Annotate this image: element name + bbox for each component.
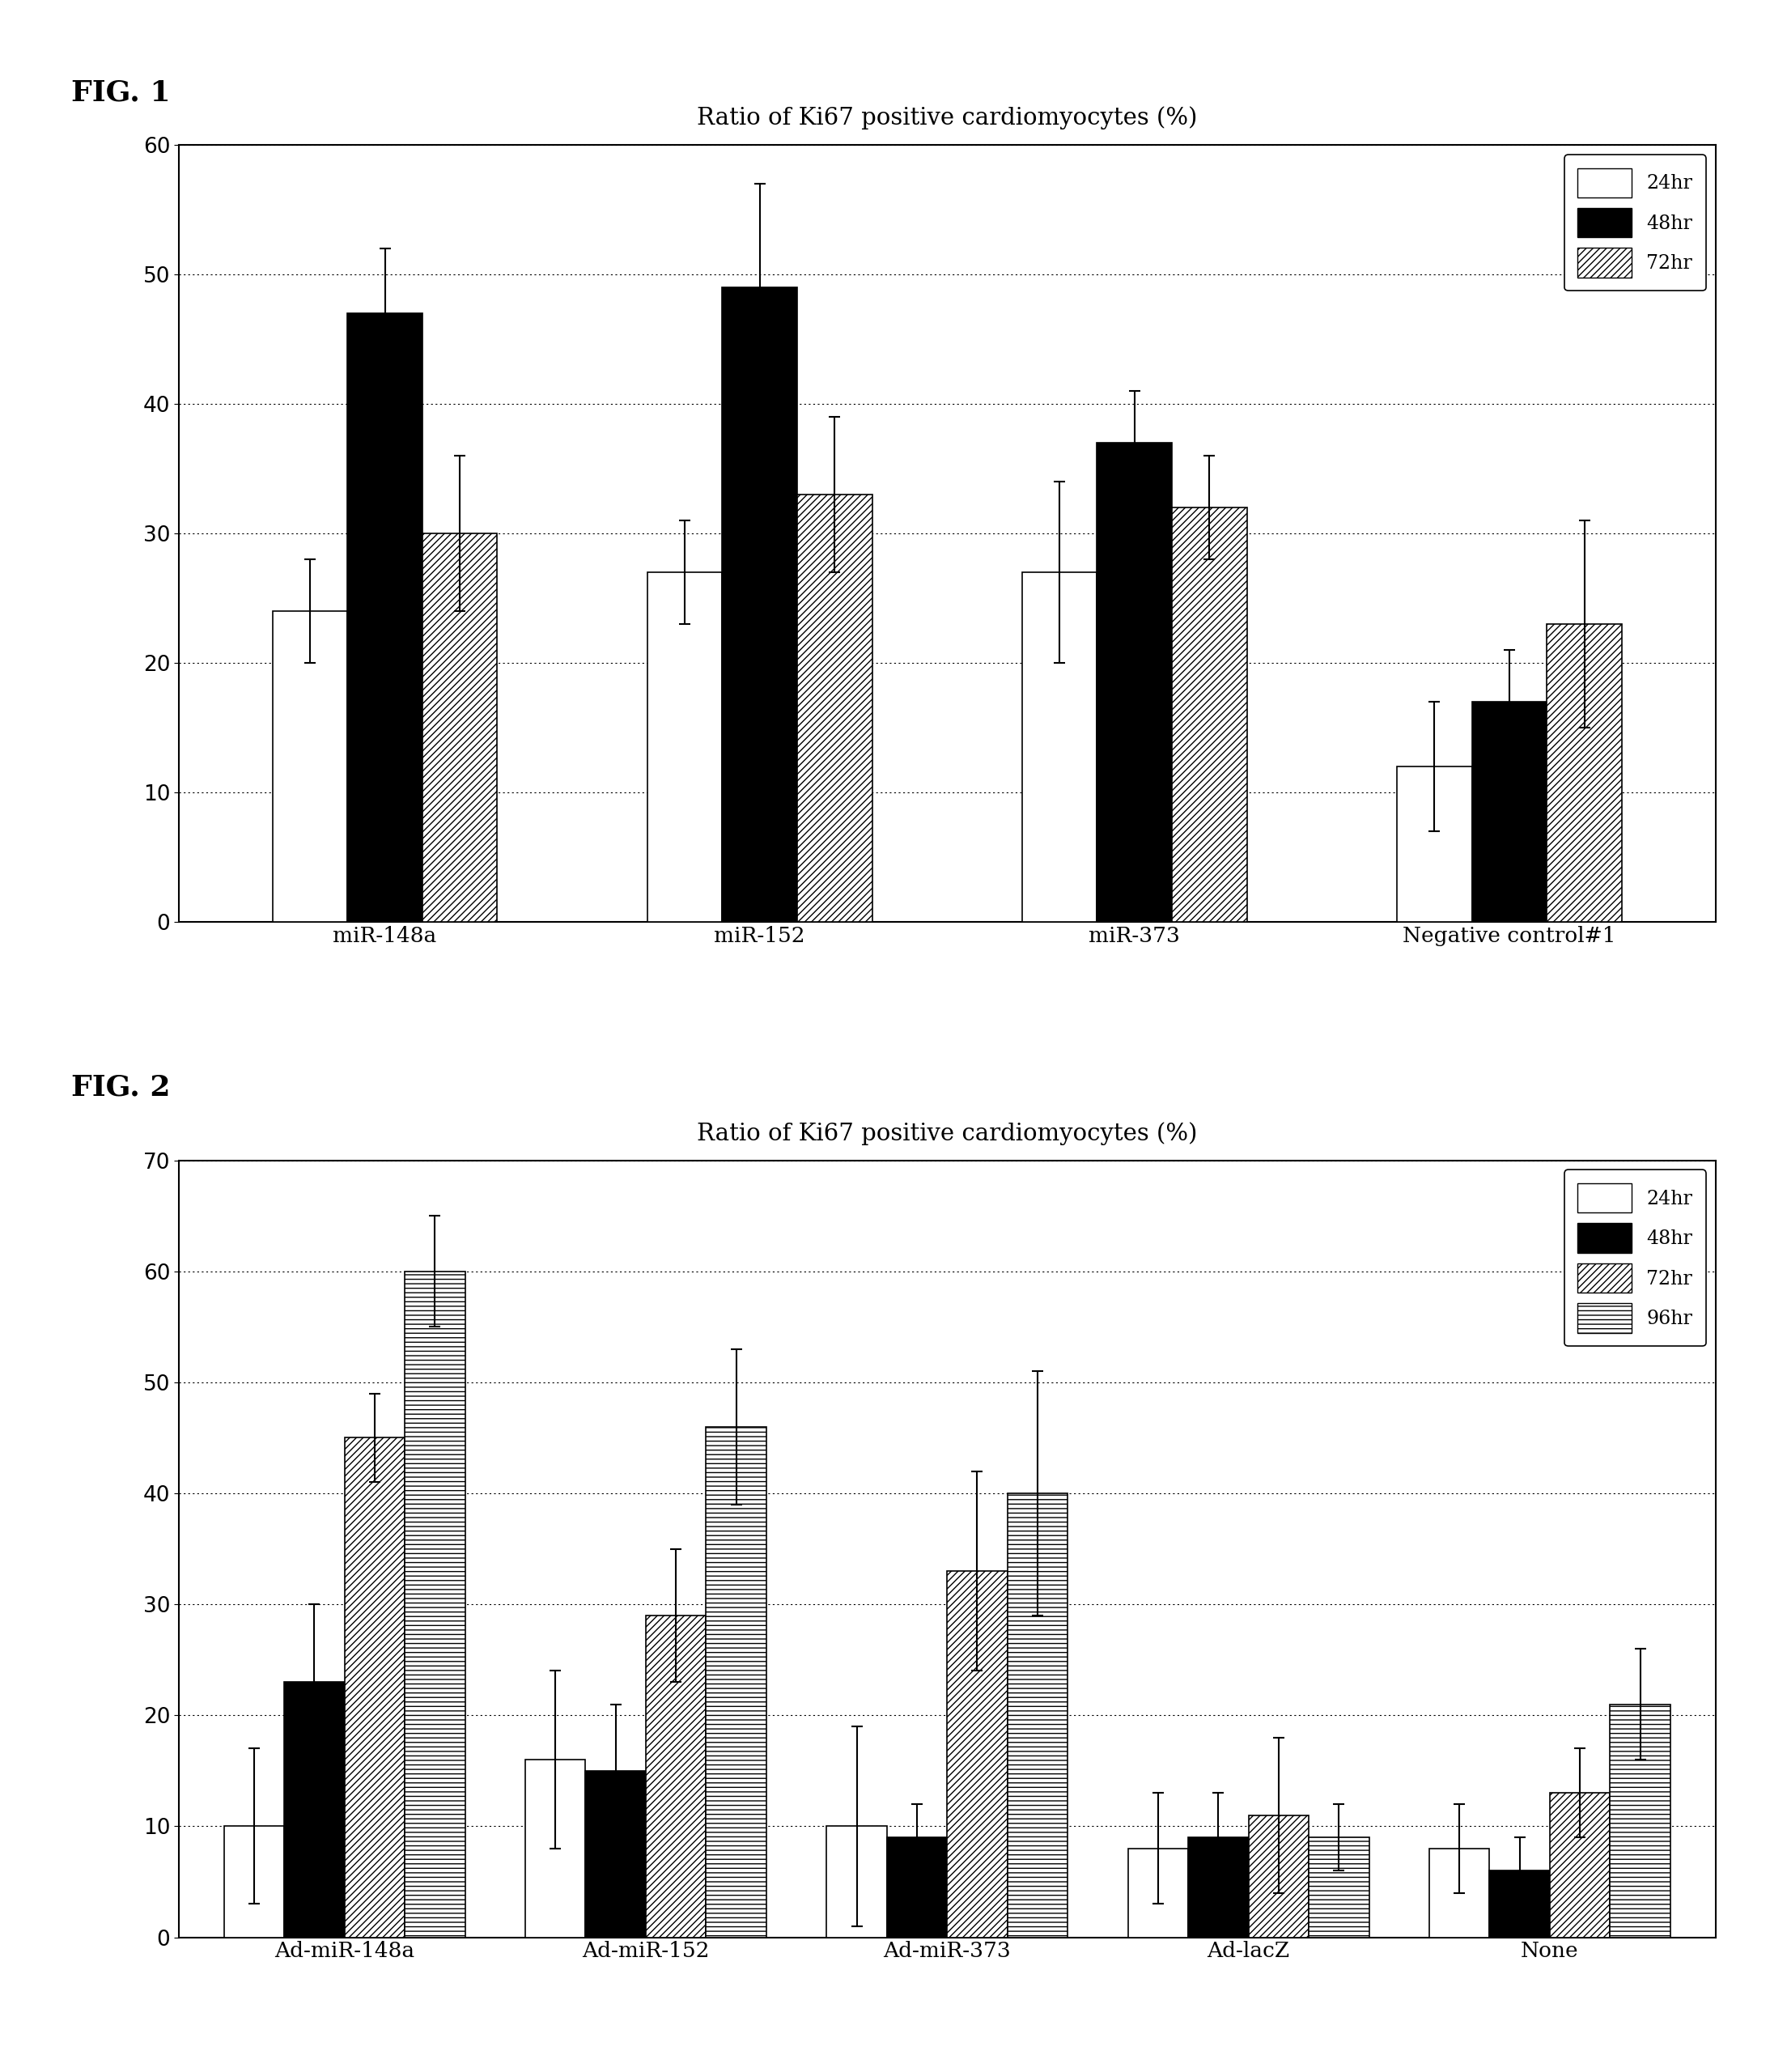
Bar xyxy=(722,288,797,922)
Bar xyxy=(1610,1703,1671,1937)
Bar xyxy=(1308,1838,1369,1937)
Bar xyxy=(827,1825,886,1937)
Bar xyxy=(284,1682,345,1937)
Text: FIG. 1: FIG. 1 xyxy=(71,79,172,106)
Bar xyxy=(422,533,497,922)
Bar xyxy=(525,1759,586,1937)
Legend: 24hr, 48hr, 72hr, 96hr: 24hr, 48hr, 72hr, 96hr xyxy=(1564,1171,1707,1347)
Text: FIG. 2: FIG. 2 xyxy=(71,1073,170,1100)
Bar xyxy=(1128,1848,1188,1937)
Bar xyxy=(797,495,872,922)
Bar xyxy=(947,1571,1008,1937)
Bar xyxy=(1249,1815,1308,1937)
Bar xyxy=(1188,1838,1249,1937)
Bar xyxy=(586,1772,645,1937)
Bar xyxy=(223,1825,284,1937)
Bar xyxy=(347,313,422,922)
Title: Ratio of Ki67 positive cardiomyocytes (%): Ratio of Ki67 positive cardiomyocytes (%… xyxy=(697,1121,1197,1146)
Bar xyxy=(345,1438,404,1937)
Bar xyxy=(1397,767,1472,922)
Bar xyxy=(404,1272,465,1937)
Bar xyxy=(1008,1494,1067,1937)
Bar xyxy=(1548,624,1623,922)
Bar xyxy=(1549,1792,1610,1937)
Title: Ratio of Ki67 positive cardiomyocytes (%): Ratio of Ki67 positive cardiomyocytes (%… xyxy=(697,106,1197,131)
Bar xyxy=(647,572,722,922)
Bar xyxy=(1097,443,1172,922)
Bar xyxy=(1172,508,1247,922)
Bar xyxy=(1022,572,1097,922)
Legend: 24hr, 48hr, 72hr: 24hr, 48hr, 72hr xyxy=(1564,155,1707,290)
Bar xyxy=(272,611,347,922)
Bar xyxy=(1430,1848,1490,1937)
Bar xyxy=(645,1616,706,1937)
Bar xyxy=(1490,1871,1549,1937)
Bar xyxy=(886,1838,947,1937)
Bar xyxy=(706,1428,767,1937)
Bar xyxy=(1472,702,1548,922)
